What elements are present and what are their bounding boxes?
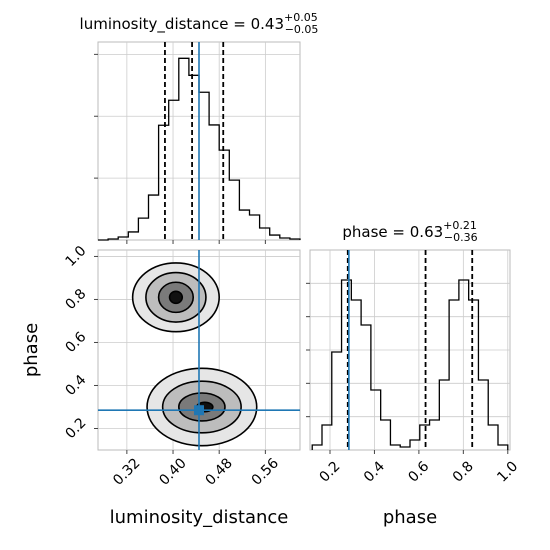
- histogram-outline: [311, 279, 509, 450]
- histogram-bin: [128, 232, 138, 240]
- histogram-bin: [410, 440, 420, 450]
- histogram-bin: [199, 92, 209, 240]
- histogram-bin: [371, 390, 381, 450]
- histogram-bin: [189, 75, 199, 240]
- title-sub: −0.36: [444, 231, 478, 244]
- y-tick-label: 0.4: [62, 372, 89, 399]
- histogram-bin: [390, 445, 400, 450]
- x-axis-label: luminosity_distance: [110, 507, 289, 528]
- histogram-bin: [159, 125, 169, 240]
- histogram-bin: [478, 380, 488, 450]
- y-tick-label: 0.8: [62, 286, 89, 313]
- histogram-bin: [439, 380, 449, 450]
- title-main: phase = 0.63: [342, 223, 443, 241]
- x-tick-label: 0.32: [110, 455, 143, 488]
- histogram-bin: [219, 150, 229, 240]
- histogram-bin: [351, 300, 361, 450]
- histogram-bin: [449, 300, 459, 450]
- x-axis-label: phase: [383, 507, 437, 528]
- x-tick-label: 0.6: [405, 458, 432, 485]
- histogram-bin: [488, 425, 498, 450]
- histogram-bin: [381, 420, 391, 450]
- x-tick-label: 1.0: [494, 458, 521, 485]
- histogram-bin: [469, 300, 479, 450]
- y-tick-label: 1.0: [62, 243, 89, 270]
- histogram-bin: [361, 325, 371, 450]
- x-tick-label: 0.4: [361, 458, 388, 485]
- histogram-bin: [332, 352, 342, 450]
- title-sup: +0.05: [284, 11, 318, 24]
- histogram-bin: [179, 58, 189, 240]
- y-tick-label: 0.6: [62, 329, 89, 356]
- y-tick-label: 0.2: [62, 415, 89, 442]
- title-sup: +0.21: [443, 219, 477, 232]
- density-contour: [168, 290, 184, 305]
- histogram-bin: [322, 425, 332, 450]
- histogram-bin: [498, 445, 508, 450]
- x-tick-label: 0.48: [203, 455, 236, 488]
- histogram-bin: [239, 210, 249, 240]
- y-axis-label: phase: [21, 323, 42, 377]
- histogram-bin: [169, 100, 179, 240]
- histogram-bin: [250, 215, 260, 240]
- histogram-bin: [459, 280, 469, 450]
- histogram-bin: [260, 228, 270, 240]
- x-tick-label: 0.40: [156, 455, 189, 488]
- histogram-bin: [229, 180, 239, 240]
- title-main: luminosity_distance = 0.43: [80, 15, 284, 34]
- histogram-bin: [312, 445, 322, 450]
- truth-marker: [194, 405, 204, 416]
- x-tick-label: 0.56: [249, 455, 282, 488]
- histogram-bin: [342, 280, 352, 450]
- x-tick-label: 0.2: [316, 458, 343, 485]
- histogram-bin: [430, 420, 440, 450]
- panel-title: phase = 0.63+0.21 −0.36: [342, 219, 477, 244]
- x-tick-label: 0.8: [450, 458, 477, 485]
- title-sub: −0.05: [285, 23, 319, 36]
- histogram-bin: [138, 218, 148, 240]
- histogram-bin: [149, 195, 159, 240]
- histogram-bin: [209, 125, 219, 240]
- histogram-bin: [270, 235, 280, 240]
- panel-title: luminosity_distance = 0.43+0.05 −0.05: [80, 11, 319, 36]
